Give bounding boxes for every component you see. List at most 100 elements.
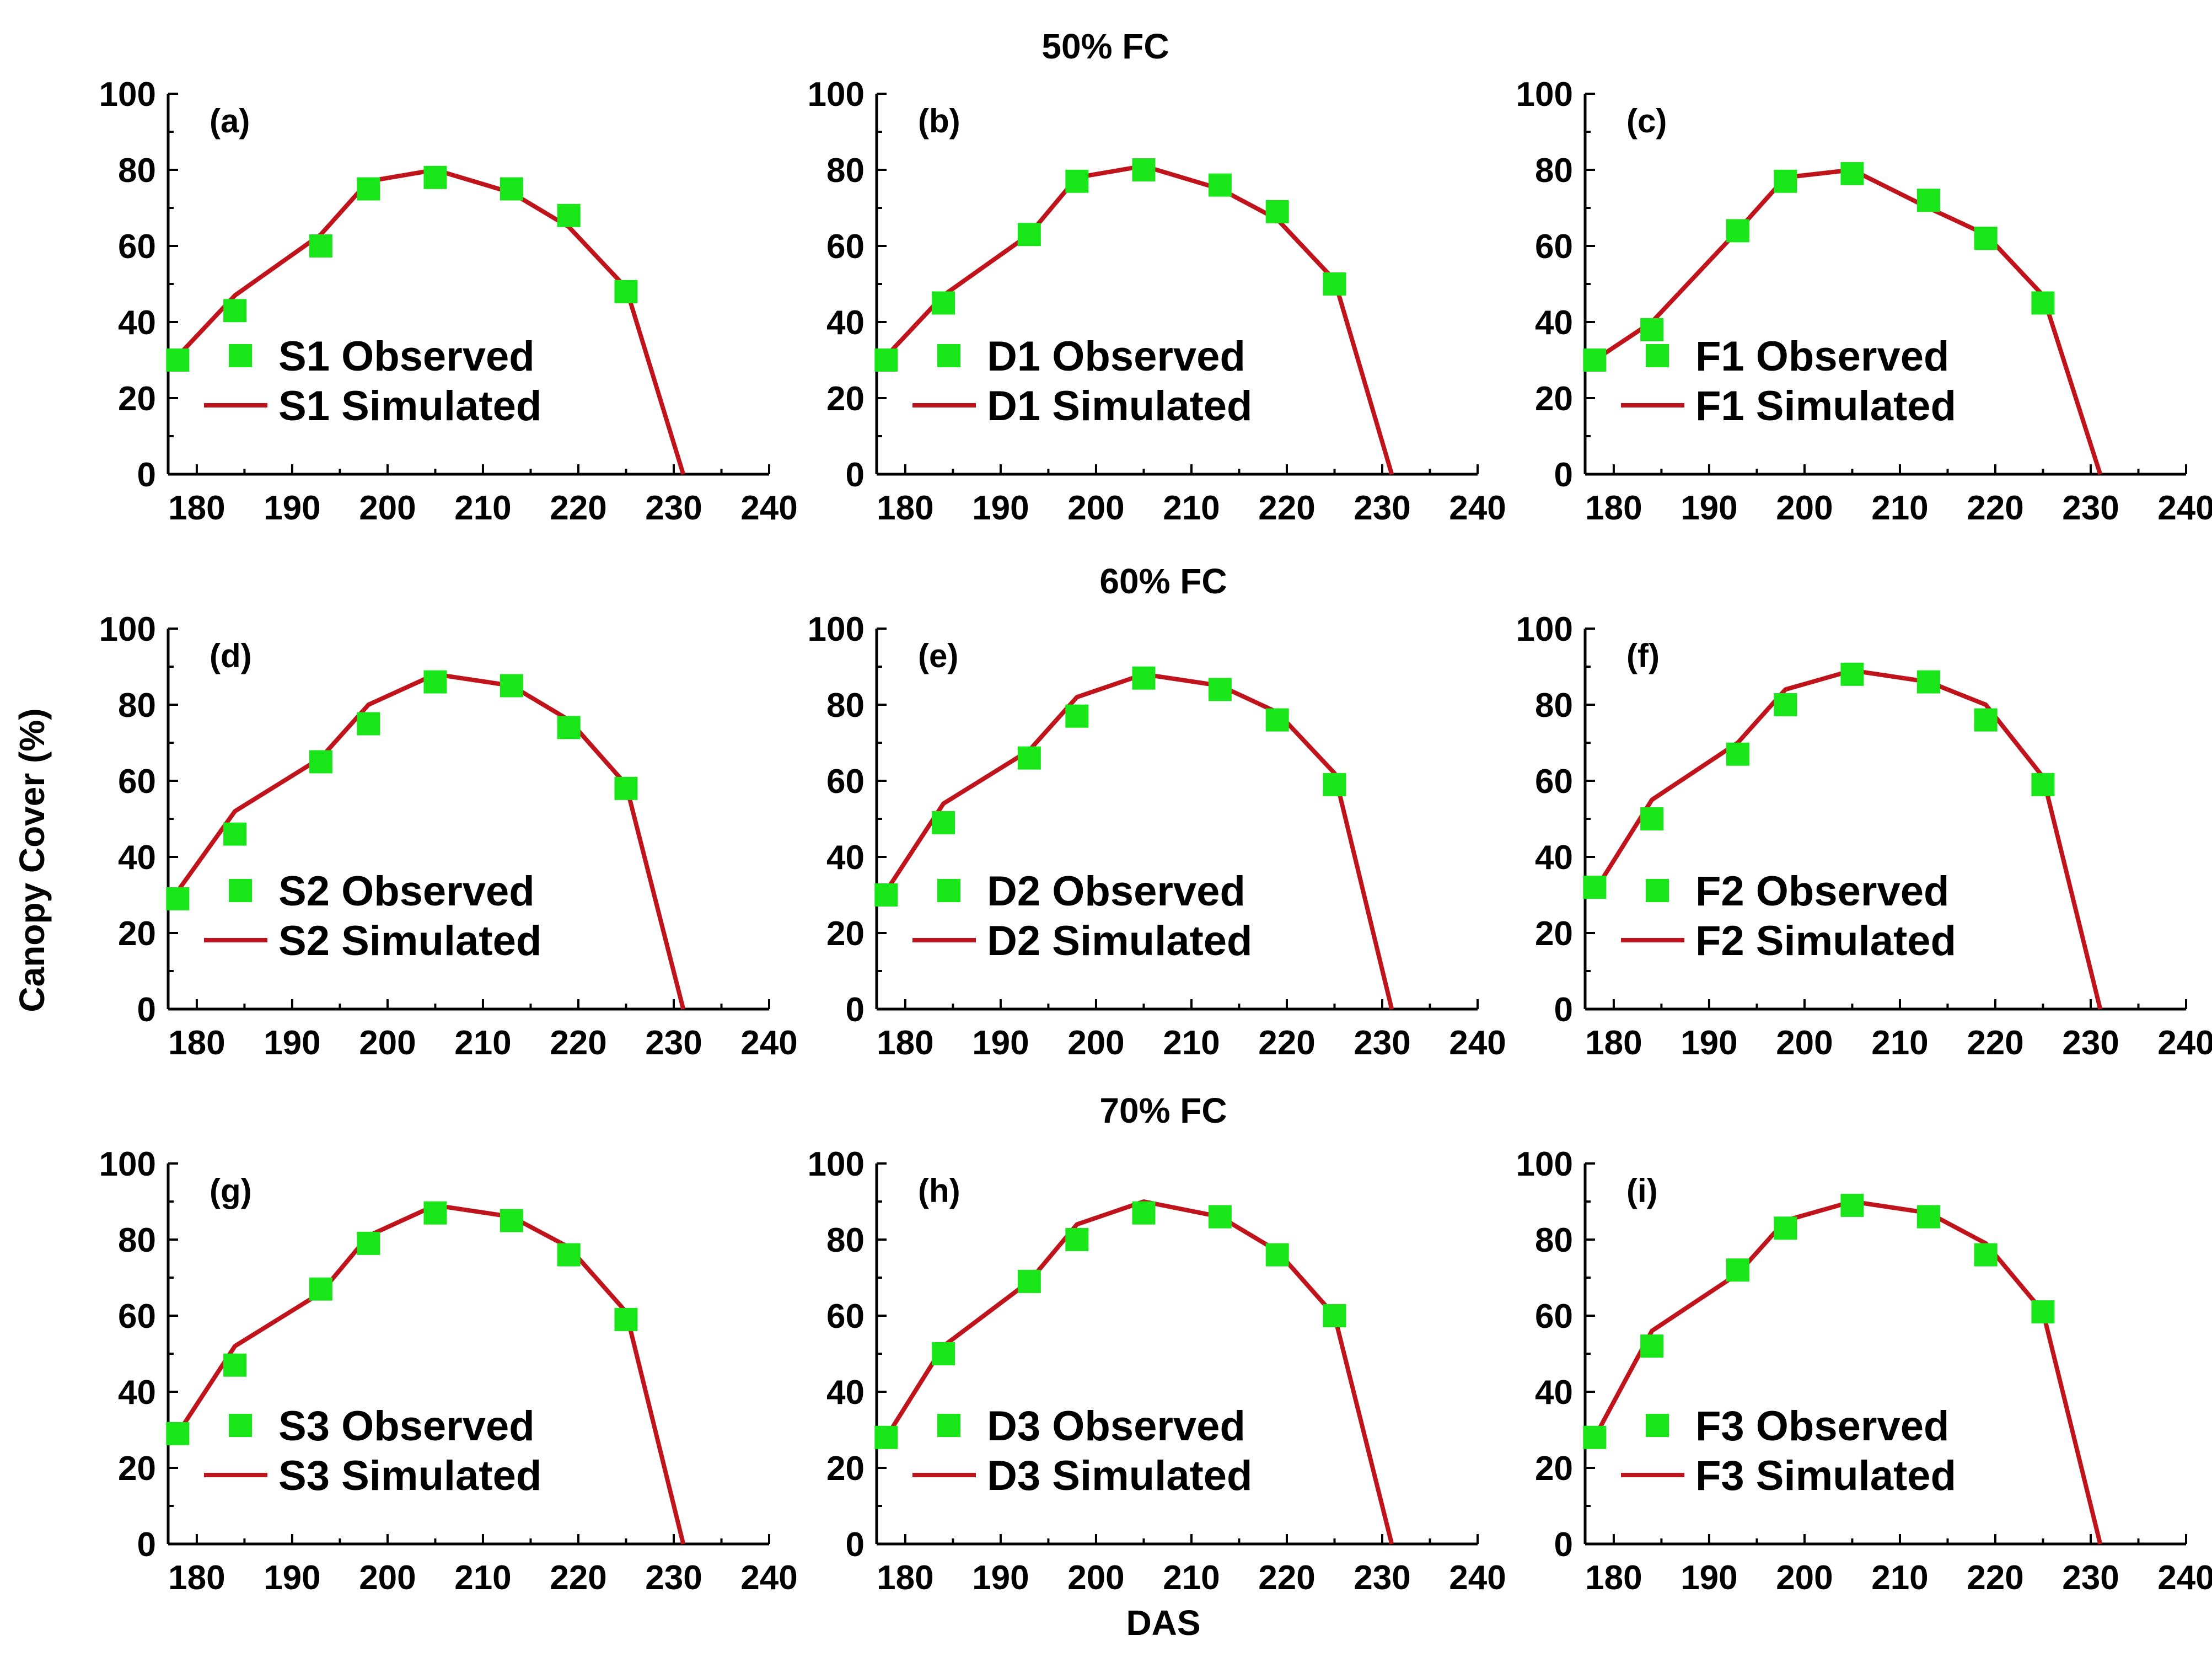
x-tick-label: 210 <box>454 1559 511 1597</box>
x-tick-label: 180 <box>877 1559 933 1597</box>
y-tick-label: 40 <box>826 1374 865 1412</box>
x-tick-label: 240 <box>2157 1024 2212 1062</box>
observed-point <box>557 716 581 739</box>
observed-point <box>1974 708 1998 732</box>
x-tick-label: 220 <box>1258 489 1315 527</box>
observed-point <box>1583 876 1607 899</box>
observed-point <box>1132 158 1156 181</box>
legend-simulated-label: D3 Simulated <box>987 1452 1252 1499</box>
y-tick-label: 60 <box>118 1297 156 1336</box>
x-axis-title: DAS <box>1126 1603 1200 1643</box>
y-tick-label: 80 <box>1535 152 1573 190</box>
y-tick-label: 0 <box>846 1526 865 1564</box>
observed-point <box>1017 223 1041 246</box>
y-axis-title: Canopy Cover (%) <box>12 708 52 1012</box>
x-tick-label: 240 <box>2157 1559 2212 1597</box>
y-tick-label: 40 <box>118 304 156 342</box>
legend-observed-label: D1 Observed <box>987 333 1245 380</box>
y-tick-label: 20 <box>1535 915 1573 953</box>
observed-point <box>932 1342 955 1365</box>
observed-point <box>309 1277 332 1301</box>
x-tick-label: 200 <box>1776 1024 1833 1062</box>
x-tick-label: 210 <box>454 1024 511 1062</box>
x-tick-label: 200 <box>1067 489 1124 527</box>
legend-simulated-label: S1 Simulated <box>278 383 541 430</box>
y-tick-label: 100 <box>808 76 865 114</box>
observed-point <box>1726 742 1749 766</box>
y-tick-label: 60 <box>826 1297 865 1336</box>
observed-point <box>223 1353 247 1377</box>
x-tick-label: 230 <box>645 489 702 527</box>
x-tick-label: 180 <box>168 1559 225 1597</box>
legend-simulated-label: D1 Simulated <box>987 383 1252 430</box>
y-tick-label: 20 <box>118 380 156 418</box>
observed-point <box>614 280 638 303</box>
observed-point <box>500 674 523 698</box>
observed-point <box>1726 219 1749 243</box>
y-tick-label: 0 <box>1554 456 1573 494</box>
observed-point <box>1583 348 1607 372</box>
y-tick-label: 20 <box>1535 380 1573 418</box>
observed-point <box>1640 807 1664 830</box>
x-tick-label: 180 <box>877 1024 933 1062</box>
row-title-60fc: 60% FC <box>1099 561 1227 601</box>
x-tick-label: 230 <box>1354 1559 1410 1597</box>
legend-observed-label: S1 Observed <box>278 333 535 380</box>
y-tick-label: 100 <box>99 1145 156 1183</box>
observed-point <box>309 750 332 774</box>
y-tick-label: 60 <box>1535 763 1573 801</box>
y-tick-label: 40 <box>1535 839 1573 877</box>
y-tick-label: 60 <box>118 763 156 801</box>
observed-point <box>1916 1205 1940 1229</box>
x-tick-label: 220 <box>1967 489 2023 527</box>
row-title-50fc: 50% FC <box>1041 26 1169 66</box>
observed-point <box>614 1307 638 1331</box>
observed-point <box>874 348 898 372</box>
y-tick-label: 100 <box>1516 1145 1573 1183</box>
legend-observed-marker <box>1646 879 1669 902</box>
observed-point <box>874 883 898 907</box>
x-tick-label: 180 <box>1585 1024 1642 1062</box>
legend-observed-marker <box>937 879 960 902</box>
legend-observed-marker <box>1646 344 1669 367</box>
x-tick-label: 240 <box>1449 1559 1506 1597</box>
y-tick-label: 40 <box>1535 304 1573 342</box>
x-tick-label: 240 <box>740 1559 797 1597</box>
observed-point <box>557 203 581 227</box>
observed-point <box>1065 1228 1089 1251</box>
x-tick-label: 210 <box>1871 1024 1928 1062</box>
observed-point <box>357 177 380 201</box>
y-tick-label: 60 <box>826 228 865 266</box>
observed-point <box>1208 1205 1232 1229</box>
x-tick-label: 210 <box>1871 1559 1928 1597</box>
observed-point <box>874 1425 898 1449</box>
x-tick-label: 190 <box>1681 1024 1737 1062</box>
x-tick-label: 240 <box>2157 489 2212 527</box>
x-tick-label: 220 <box>550 1024 606 1062</box>
x-tick-label: 230 <box>1354 1024 1410 1062</box>
observed-point <box>1132 1201 1156 1225</box>
legend-simulated-label: F3 Simulated <box>1695 1452 1956 1499</box>
y-tick-label: 40 <box>826 839 865 877</box>
y-tick-label: 100 <box>808 1145 865 1183</box>
panel-label: (d) <box>210 637 252 674</box>
x-tick-label: 220 <box>1258 1024 1315 1062</box>
y-tick-label: 100 <box>99 610 156 648</box>
y-tick-label: 80 <box>118 152 156 190</box>
legend-observed-label: S3 Observed <box>278 1403 535 1450</box>
y-tick-label: 80 <box>1535 687 1573 725</box>
y-tick-label: 0 <box>846 991 865 1029</box>
observed-point <box>223 299 247 323</box>
observed-point <box>2031 773 2055 796</box>
y-tick-label: 100 <box>808 610 865 648</box>
legend-observed-label: F2 Observed <box>1695 868 1949 915</box>
observed-point <box>1583 1425 1607 1449</box>
x-tick-label: 230 <box>1354 489 1410 527</box>
x-tick-label: 240 <box>1449 1024 1506 1062</box>
panel-e: 0 20 40 60 80 100 180 190 200 210 220 230 240 (e) D2 O… <box>808 610 1506 1062</box>
observed-point <box>614 776 638 800</box>
observed-point <box>357 712 380 736</box>
observed-point <box>1774 169 1797 193</box>
observed-point <box>1017 1269 1041 1293</box>
